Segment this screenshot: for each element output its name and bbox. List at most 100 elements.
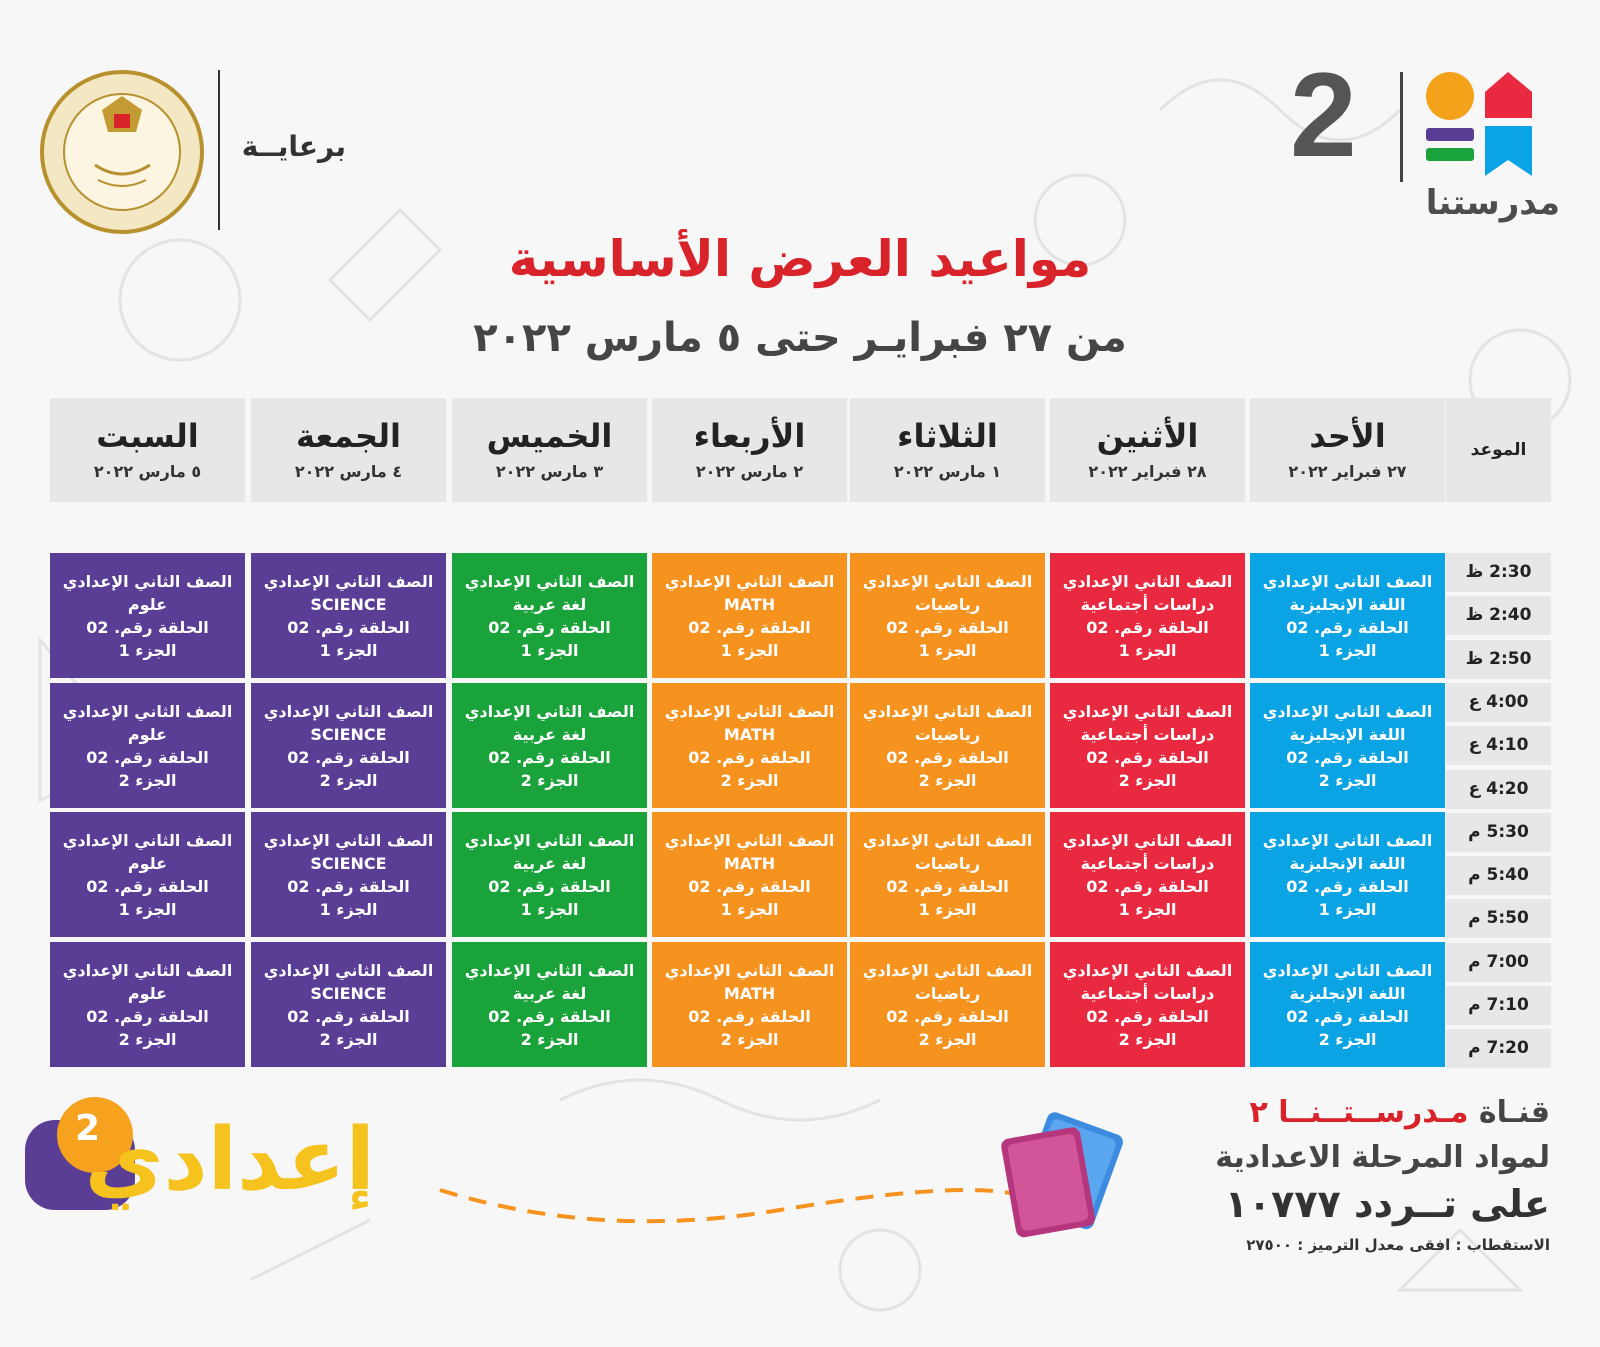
day-header: الجمعة ٤ مارس ٢٠٢٢ xyxy=(251,398,446,502)
subject-label: MATH xyxy=(723,854,776,873)
grade-label: الصف الثاني الإعدادي xyxy=(263,572,434,591)
subject-label: SCIENCE xyxy=(310,595,387,614)
subject-label: MATH xyxy=(723,983,776,1003)
part-label: الجزء 2 xyxy=(520,770,579,790)
program-cell: الصف الثاني الإعدادي لغة عربية الحلقة رقم.… xyxy=(452,682,647,808)
channel-name: مـدرســتــنــا ٢ xyxy=(1249,1095,1469,1130)
episode-label: الحلقة رقم. 02 xyxy=(688,877,811,896)
day-date: ١ مارس ٢٠٢٢ xyxy=(893,462,1002,481)
day-date: ٤ مارس ٢٠٢٢ xyxy=(294,462,403,481)
grade-label: الصف الثاني الإعدادي xyxy=(62,701,233,721)
episode-label: الحلقة رقم. 02 xyxy=(86,877,209,896)
subject-label: علوم xyxy=(127,724,168,744)
program-cell: الصف الثاني الإعدادي علوم الحلقة رقم. 02 ال… xyxy=(50,812,245,937)
grade-label: الصف الثاني الإعدادي xyxy=(263,831,434,850)
program-cell: الصف الثاني الإعدادي اللغة الإنجليزية الحل… xyxy=(1250,682,1445,808)
subject-label: لغة عربية xyxy=(512,724,587,744)
subject-label: اللغة الإنجليزية xyxy=(1289,595,1406,614)
episode-label: الحلقة رقم. 02 xyxy=(287,618,410,637)
program-cell: الصف الثاني الإعدادي رياضيات الحلقة رقم. 0… xyxy=(850,812,1045,937)
day-header: الثلاثاء ١ مارس ٢٠٢٢ xyxy=(850,398,1045,502)
part-label: الجزء 1 xyxy=(918,900,977,919)
channel-number: 2 xyxy=(1290,48,1357,182)
subject-label: رياضيات xyxy=(914,854,981,873)
episode-label: الحلقة رقم. 02 xyxy=(86,1006,209,1026)
part-label: الجزء 2 xyxy=(918,1029,977,1049)
subject-label: SCIENCE xyxy=(310,854,387,873)
program-cell: الصف الثاني الإعدادي دراسات أجتماعية الحلق… xyxy=(1050,553,1245,678)
day-header: السبت ٥ مارس ٢٠٢٢ xyxy=(50,398,245,502)
part-label: الجزء 1 xyxy=(1118,641,1177,660)
time-slot: 2:50 ظ xyxy=(1446,639,1551,679)
episode-label: الحلقة رقم. 02 xyxy=(488,877,611,896)
books-illustration xyxy=(439,1112,1123,1238)
part-label: الجزء 1 xyxy=(1318,900,1377,919)
grade-label: الصف الثاني الإعدادي xyxy=(1262,572,1433,591)
grade-label: الصف الثاني الإعدادي xyxy=(1262,701,1433,721)
part-label: الجزء 2 xyxy=(918,770,977,790)
day-header: الأربعاء ٢ مارس ٢٠٢٢ xyxy=(652,398,847,502)
episode-label: الحلقة رقم. 02 xyxy=(86,747,209,767)
subject-label: دراسات أجتماعية xyxy=(1080,854,1215,873)
day-name: الأحد xyxy=(1309,417,1386,455)
time-slot: 7:10 م xyxy=(1446,986,1551,1025)
episode-label: الحلقة رقم. 02 xyxy=(886,877,1009,896)
time-slot: 2:40 ظ xyxy=(1446,596,1551,636)
footer-subjects: لمواد المرحلة الاعدادية xyxy=(1215,1140,1550,1175)
time-slot: 4:10 ع xyxy=(1446,726,1551,766)
program-cell: الصف الثاني الإعدادي رياضيات الحلقة رقم. 0… xyxy=(850,682,1045,808)
episode-label: الحلقة رقم. 02 xyxy=(886,618,1009,637)
idadi-number: 2 xyxy=(75,1108,101,1149)
part-label: الجزء 2 xyxy=(720,770,779,790)
episode-label: الحلقة رقم. 02 xyxy=(86,618,209,637)
part-label: الجزء 1 xyxy=(319,641,378,660)
grade-label: الصف الثاني الإعدادي xyxy=(664,572,835,591)
day-name: الخميس xyxy=(486,417,613,455)
time-slot: 4:00 ع xyxy=(1446,682,1551,722)
episode-label: الحلقة رقم. 02 xyxy=(1086,618,1209,637)
program-cell: الصف الثاني الإعدادي اللغة الإنجليزية الحل… xyxy=(1250,941,1445,1067)
part-label: الجزء 2 xyxy=(1118,770,1177,790)
episode-label: الحلقة رقم. 02 xyxy=(287,877,410,896)
page-title: مواعيد العرض الأساسية xyxy=(508,230,1092,288)
grade-label: الصف الثاني الإعدادي xyxy=(62,572,233,591)
program-cell: الصف الثاني الإعدادي علوم الحلقة رقم. 02 ال… xyxy=(50,553,245,678)
sponsor-label: برعايــة xyxy=(241,130,346,163)
program-cell: الصف الثاني الإعدادي MATH الحلقة رقم. 02 ال… xyxy=(652,812,847,937)
day-header: الأثنين ٢٨ فبراير ٢٠٢٢ xyxy=(1050,398,1245,502)
grade-label: الصف الثاني الإعدادي xyxy=(862,831,1033,850)
grade-label: الصف الثاني الإعدادي xyxy=(464,831,635,850)
grade-label: الصف الثاني الإعدادي xyxy=(1062,831,1233,850)
program-cell: الصف الثاني الإعدادي رياضيات الحلقة رقم. 0… xyxy=(850,553,1045,678)
channel-prefix: قنـاة xyxy=(1478,1095,1550,1130)
program-cell: الصف الثاني الإعدادي SCIENCE الحلقة رقم. 0… xyxy=(251,553,446,678)
day-date: ٢٨ فبراير ٢٠٢٢ xyxy=(1088,462,1207,481)
day-name: الأثنين xyxy=(1096,417,1199,455)
day-header: الخميس ٣ مارس ٢٠٢٢ xyxy=(452,398,647,502)
day-name: السبت xyxy=(96,417,199,455)
subject-label: دراسات أجتماعية xyxy=(1080,724,1215,744)
episode-label: الحلقة رقم. 02 xyxy=(488,1006,611,1026)
subject-label: علوم xyxy=(127,983,168,1003)
grade-label: الصف الثاني الإعدادي xyxy=(1062,572,1233,591)
subject-label: MATH xyxy=(723,724,776,744)
episode-label: الحلقة رقم. 02 xyxy=(1086,877,1209,896)
episode-label: الحلقة رقم. 02 xyxy=(688,1006,811,1026)
grade-label: الصف الثاني الإعدادي xyxy=(862,960,1033,980)
program-cell: الصف الثاني الإعدادي اللغة الإنجليزية الحل… xyxy=(1250,812,1445,937)
episode-label: الحلقة رقم. 02 xyxy=(1286,1006,1409,1026)
footer-frequency: على تــردد ١٠٧٧٧ xyxy=(1224,1182,1550,1226)
part-label: الجزء 2 xyxy=(1318,770,1377,790)
brand-name: مدرستنا xyxy=(1425,183,1560,223)
subject-label: رياضيات xyxy=(914,724,981,744)
grade-label: الصف الثاني الإعدادي xyxy=(664,701,835,721)
sponsor-divider xyxy=(218,70,220,230)
part-label: الجزء 1 xyxy=(118,900,177,919)
time-slot: 4:20 ع xyxy=(1446,769,1551,809)
subject-label: اللغة الإنجليزية xyxy=(1289,724,1406,744)
day-name: الجمعة xyxy=(296,417,401,455)
program-cell: الصف الثاني الإعدادي لغة عربية الحلقة رقم.… xyxy=(452,812,647,937)
subject-label: اللغة الإنجليزية xyxy=(1289,983,1406,1003)
program-cell: الصف الثاني الإعدادي SCIENCE الحلقة رقم. 0… xyxy=(251,682,446,808)
time-slot: 7:00 م xyxy=(1446,942,1551,982)
